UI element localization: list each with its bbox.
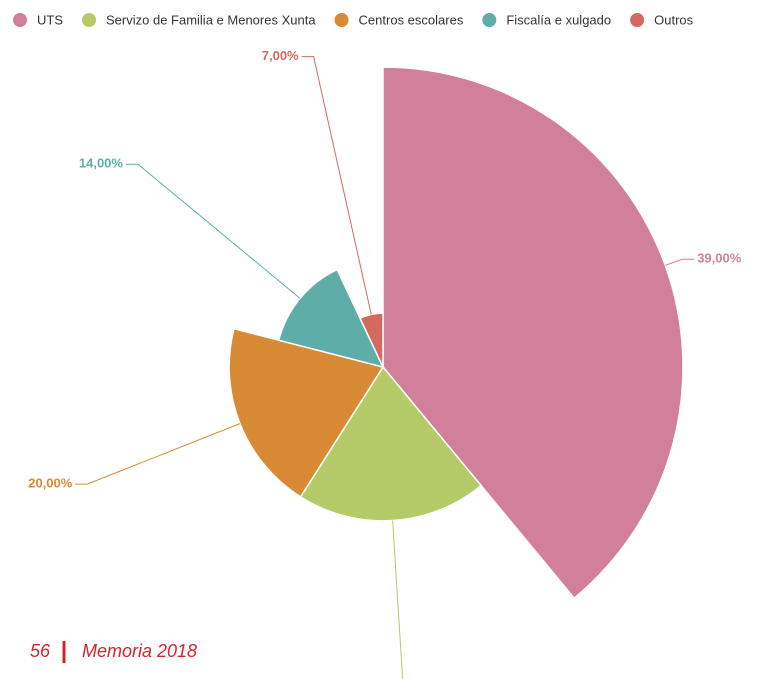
slice bbox=[382, 66, 684, 600]
data-label: 20,00% bbox=[28, 476, 73, 491]
slice bbox=[228, 327, 385, 498]
data-label: 14,00% bbox=[79, 156, 124, 171]
legend-label: Servizo de Familia e Menores Xunta bbox=[106, 12, 316, 27]
leader-line bbox=[665, 258, 695, 266]
slice bbox=[359, 312, 384, 368]
data-label: 7,00% bbox=[262, 48, 299, 63]
legend-label: Fiscalía e xulgado bbox=[506, 12, 611, 27]
leader-line bbox=[75, 423, 241, 485]
leader-line bbox=[301, 56, 372, 315]
legend-swatch bbox=[630, 13, 645, 27]
slice bbox=[277, 268, 385, 369]
data-label: 39,00% bbox=[697, 251, 742, 266]
page-number: 56 bbox=[30, 641, 51, 661]
data-label: 20,00% bbox=[418, 676, 463, 679]
legend-label: Outros bbox=[654, 12, 694, 27]
leader-line bbox=[392, 520, 404, 679]
legend-swatch bbox=[482, 13, 497, 27]
legend-label: UTS bbox=[37, 12, 63, 27]
legend-swatch bbox=[13, 13, 27, 27]
legend-swatch bbox=[82, 13, 96, 27]
slice bbox=[299, 365, 483, 522]
legend-swatch bbox=[334, 13, 349, 27]
legend-label: Centros escolares bbox=[359, 12, 464, 27]
leader-line bbox=[125, 163, 301, 299]
footer-text: Memoria 2018 bbox=[82, 641, 197, 661]
